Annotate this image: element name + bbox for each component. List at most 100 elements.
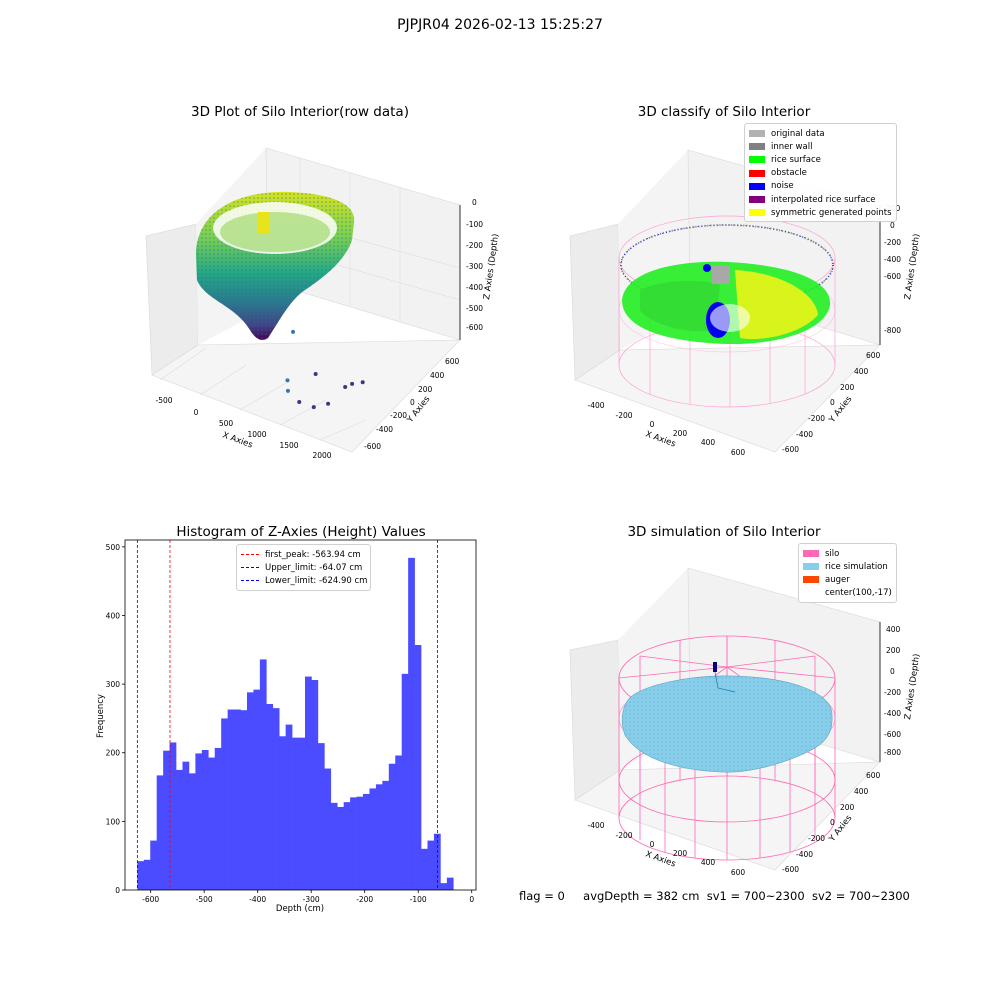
svg-text:-500: -500 (155, 396, 172, 405)
svg-text:200: 200 (840, 383, 855, 392)
legend-entry: symmetric generated points (749, 206, 892, 219)
svg-text:-200: -200 (466, 241, 483, 250)
histogram-bar (350, 797, 357, 890)
legend-entry: interpolated rice surface (749, 193, 891, 206)
histogram-bar (221, 718, 228, 890)
histogram-xtick-label: 0 (469, 895, 474, 904)
histogram-bar (201, 750, 209, 890)
legend-swatch (749, 130, 765, 138)
legend-swatch (803, 576, 819, 584)
histogram-xtick-label: -500 (196, 895, 213, 904)
legend-label: rice simulation (825, 561, 888, 572)
histogram-bar (324, 768, 332, 890)
svg-text:-400: -400 (376, 425, 393, 434)
svg-text:-600: -600 (884, 730, 901, 739)
svg-text:-600: -600 (782, 445, 799, 454)
histogram-bar (169, 742, 177, 890)
outlier-point (313, 372, 318, 377)
legend-swatch (803, 563, 819, 571)
histogram-bar (363, 793, 370, 890)
histogram-bar (343, 802, 351, 890)
histogram-bar (195, 753, 203, 890)
svg-text:0: 0 (194, 408, 199, 417)
sv2-value: sv2 = 700~2300 (811, 889, 910, 903)
svg-text:0: 0 (472, 198, 477, 207)
histogram-bar (440, 883, 448, 890)
histogram-bar (272, 708, 280, 890)
histogram-bar (253, 689, 261, 890)
legend-swatch (241, 554, 259, 556)
sv1-value: sv1 = 700~2300 (706, 889, 805, 903)
svg-text:-600: -600 (884, 272, 901, 281)
legend-entry: rice simulation (803, 560, 891, 573)
svg-text:-400: -400 (587, 821, 604, 830)
outlier-point (311, 405, 316, 410)
legend-label: silo (825, 548, 840, 559)
svg-text:-400: -400 (884, 709, 901, 718)
outlier-point (350, 381, 355, 386)
panel1-outlier-points (285, 329, 365, 410)
histogram-ytick-label: 0 (115, 886, 120, 895)
svg-text:2000: 2000 (312, 451, 331, 460)
histogram-bar (143, 859, 151, 890)
avg-depth-value: avgDepth = 382 cm (583, 889, 700, 903)
svg-text:600: 600 (731, 448, 746, 457)
panel3-title: Histogram of Z-Axies (Height) Values (176, 524, 426, 540)
histogram-bar (292, 737, 299, 890)
legend-swatch (749, 182, 765, 190)
svg-text:400: 400 (701, 438, 716, 447)
svg-text:-200: -200 (390, 411, 407, 420)
legend-entry: silo (803, 547, 891, 560)
svg-text:-400: -400 (587, 401, 604, 410)
histogram-bar (137, 861, 145, 890)
legend-label: first_peak: -563.94 cm (265, 549, 361, 560)
svg-text:200: 200 (673, 429, 688, 438)
svg-text:1500: 1500 (279, 441, 298, 450)
svg-text:-500: -500 (466, 304, 483, 313)
svg-text:-400: -400 (796, 430, 813, 439)
histogram-bar (227, 709, 235, 890)
panel2-legend: original data inner wall rice surface obsta… (744, 123, 897, 223)
histogram-bar (382, 780, 390, 890)
legend-label: Upper_limit: -64.07 cm (265, 562, 363, 573)
svg-text:0: 0 (650, 840, 655, 849)
legend-swatch (803, 550, 819, 558)
legend-swatch (241, 567, 259, 569)
histogram-bar (427, 840, 435, 890)
svg-text:-200: -200 (615, 831, 632, 840)
histogram-bar (414, 645, 422, 890)
legend-label: auger (825, 574, 850, 585)
legend-swatch (749, 196, 765, 204)
svg-text:1000: 1000 (247, 430, 266, 439)
histogram-bar (408, 557, 415, 890)
svg-text:-800: -800 (884, 326, 901, 335)
legend-entry: center(100,-17) (803, 587, 892, 600)
svg-text:0: 0 (890, 667, 895, 676)
histogram-bar (401, 673, 409, 890)
svg-text:-200: -200 (615, 411, 632, 420)
histogram-xlabel: Depth (cm) (276, 904, 324, 914)
status-line: flag = 0 avgDepth = 382 cm sv1 = 700~230… (519, 889, 910, 903)
legend-label: original data (771, 128, 825, 139)
histogram-bar (279, 736, 286, 890)
histogram-bar (330, 802, 338, 890)
histogram-bar (446, 877, 454, 890)
legend-swatch (749, 209, 765, 217)
legend-entry: noise (749, 180, 891, 193)
legend-entry: auger (803, 573, 891, 586)
histogram-bar (246, 692, 254, 890)
histogram-bar (214, 747, 222, 890)
legend-swatch (749, 169, 765, 177)
legend-swatch (749, 156, 765, 164)
histogram-bar (337, 806, 344, 890)
histogram-bar (375, 784, 383, 890)
panel2-title: 3D classify of Silo Interior (637, 104, 811, 120)
outlier-point (291, 329, 296, 334)
legend-swatch (241, 580, 259, 582)
legend-label: obstacle (771, 168, 807, 179)
svg-text:-200: -200 (808, 834, 825, 843)
histogram-bar (285, 724, 293, 890)
